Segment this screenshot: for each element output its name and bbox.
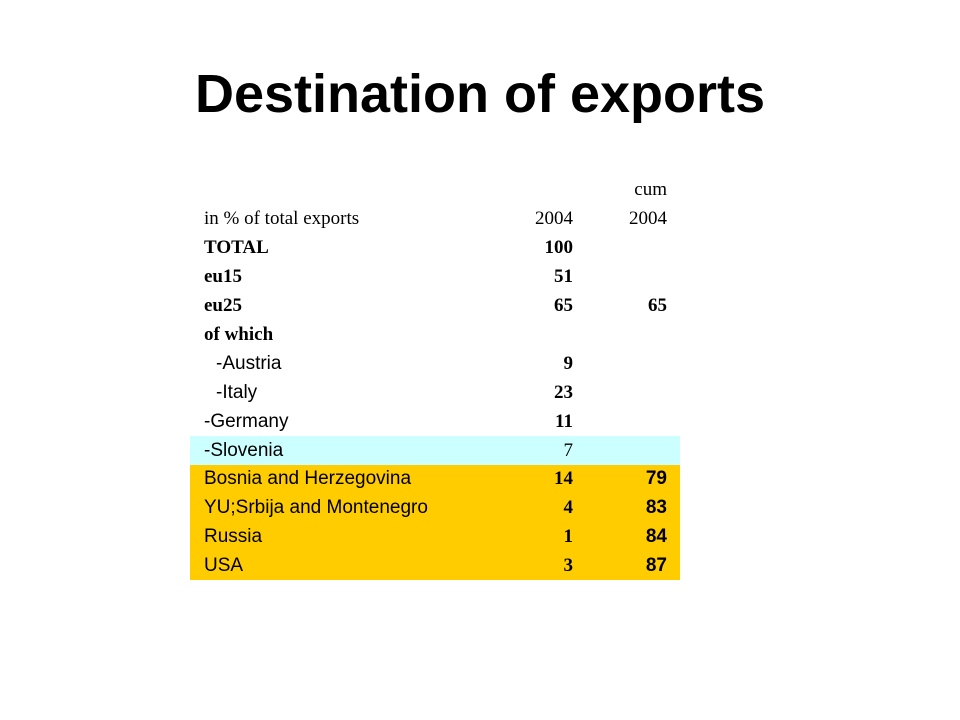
row-value-2004: 14 xyxy=(554,468,573,489)
row-label: eu15 xyxy=(204,265,242,287)
page-title: Destination of exports xyxy=(194,64,766,124)
row-label: USA xyxy=(204,554,244,576)
table-row-eu15: eu15 51 xyxy=(190,262,680,291)
table-header-row-cum: cum xyxy=(190,176,680,204)
table-row-total: TOTAL 100 xyxy=(190,233,680,262)
table-row-germany: -Germany 11 xyxy=(190,407,680,436)
row-label: -Slovenia xyxy=(204,439,284,461)
row-value-2004: 11 xyxy=(555,410,573,432)
row-value-cum xyxy=(590,262,667,291)
table-row-italy: -Italy 23 xyxy=(190,378,680,407)
row-value-cum: 87 xyxy=(645,554,667,576)
table-row-austria: -Austria 9 xyxy=(190,349,680,378)
row-label: of which xyxy=(204,323,274,345)
row-label: TOTAL xyxy=(204,236,269,258)
row-label: -Italy xyxy=(216,381,258,403)
row-value-cum xyxy=(590,233,667,262)
table-row-yu-srbija: YU;Srbija and Montenegro 4 83 xyxy=(190,493,680,522)
header-cum-year: 2004 xyxy=(629,207,667,229)
row-value-cum: 83 xyxy=(645,496,667,518)
table-row-slovenia: -Slovenia 7 xyxy=(190,436,680,465)
row-value-cum: 84 xyxy=(645,525,667,547)
table-row-bosnia: Bosnia and Herzegovina 14 79 xyxy=(190,465,680,493)
row-value-2004: 3 xyxy=(563,554,574,576)
row-value-2004: 1 xyxy=(563,525,574,547)
row-value-cum xyxy=(590,407,667,436)
row-value-cum xyxy=(590,378,667,407)
row-value-2004: 7 xyxy=(563,439,574,461)
row-value-cum xyxy=(590,320,667,349)
row-value-2004: 23 xyxy=(554,381,573,403)
row-value-cum xyxy=(590,436,667,465)
row-label: eu25 xyxy=(204,294,242,316)
header-cum: cum xyxy=(634,179,667,200)
header-year-2004: 2004 xyxy=(535,207,573,229)
row-value-2004: 51 xyxy=(554,265,573,287)
row-value-cum xyxy=(590,349,667,378)
row-label: Russia xyxy=(204,525,263,547)
header-caption: in % of total exports xyxy=(204,207,360,229)
row-value-2004 xyxy=(490,320,573,349)
row-value-2004: 100 xyxy=(544,236,574,258)
row-value-cum: 79 xyxy=(645,468,667,489)
row-label: -Germany xyxy=(204,410,289,432)
row-label: YU;Srbija and Montenegro xyxy=(204,496,428,518)
table-header-row: in % of total exports 2004 2004 xyxy=(190,204,680,233)
table-row-russia: Russia 1 84 xyxy=(190,522,680,551)
table-row-eu25: eu25 65 65 xyxy=(190,291,680,320)
exports-table: cum in % of total exports 2004 2004 TOTA… xyxy=(190,176,680,580)
row-value-2004: 65 xyxy=(554,294,573,316)
row-value-cum: 65 xyxy=(648,294,667,316)
row-label: Bosnia and Herzegovina xyxy=(204,468,412,489)
table-row-usa: USA 3 87 xyxy=(190,551,680,580)
row-value-2004: 4 xyxy=(563,496,574,518)
row-value-2004: 9 xyxy=(563,352,574,374)
table-row-of-which: of which xyxy=(190,320,680,349)
row-label: -Austria xyxy=(216,352,282,374)
